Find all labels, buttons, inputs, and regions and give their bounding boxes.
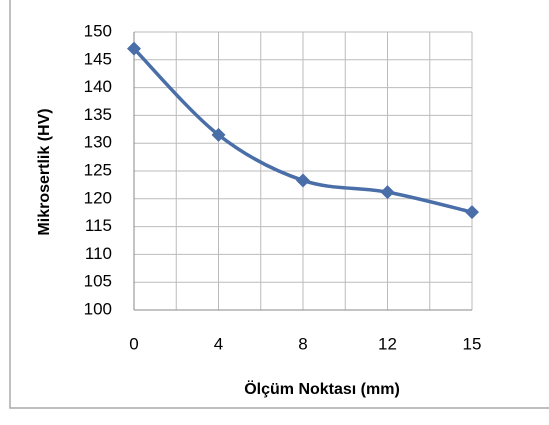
y-tick-label: 150	[84, 21, 112, 40]
y-tick-label: 140	[84, 77, 112, 96]
marker	[296, 173, 310, 188]
marker	[465, 205, 479, 220]
marker	[127, 41, 141, 56]
x-tick-label: 15	[463, 334, 482, 353]
y-tick-label: 120	[84, 188, 112, 207]
y-tick-label: 130	[84, 133, 112, 152]
y-tick-label: 145	[84, 49, 112, 68]
x-tick-label: 12	[378, 334, 397, 353]
x-tick-label: 4	[214, 334, 223, 353]
frame	[9, 0, 549, 409]
y-tick-label: 115	[85, 216, 112, 235]
marker	[211, 127, 226, 142]
x-axis-label: Ölçüm Noktası (mm)	[244, 379, 400, 398]
y-tick-label: 135	[84, 105, 112, 124]
y-tick-label: 110	[85, 244, 112, 263]
y-axis-label: Mikrosertlik (HV)	[36, 108, 53, 235]
y-tick-label: 105	[84, 272, 112, 291]
marker	[380, 185, 395, 200]
y-tick-label: 125	[84, 160, 112, 179]
x-tick-label: 8	[298, 334, 307, 353]
x-tick-label: 0	[129, 334, 138, 353]
y-tick-label: 100	[84, 299, 112, 318]
